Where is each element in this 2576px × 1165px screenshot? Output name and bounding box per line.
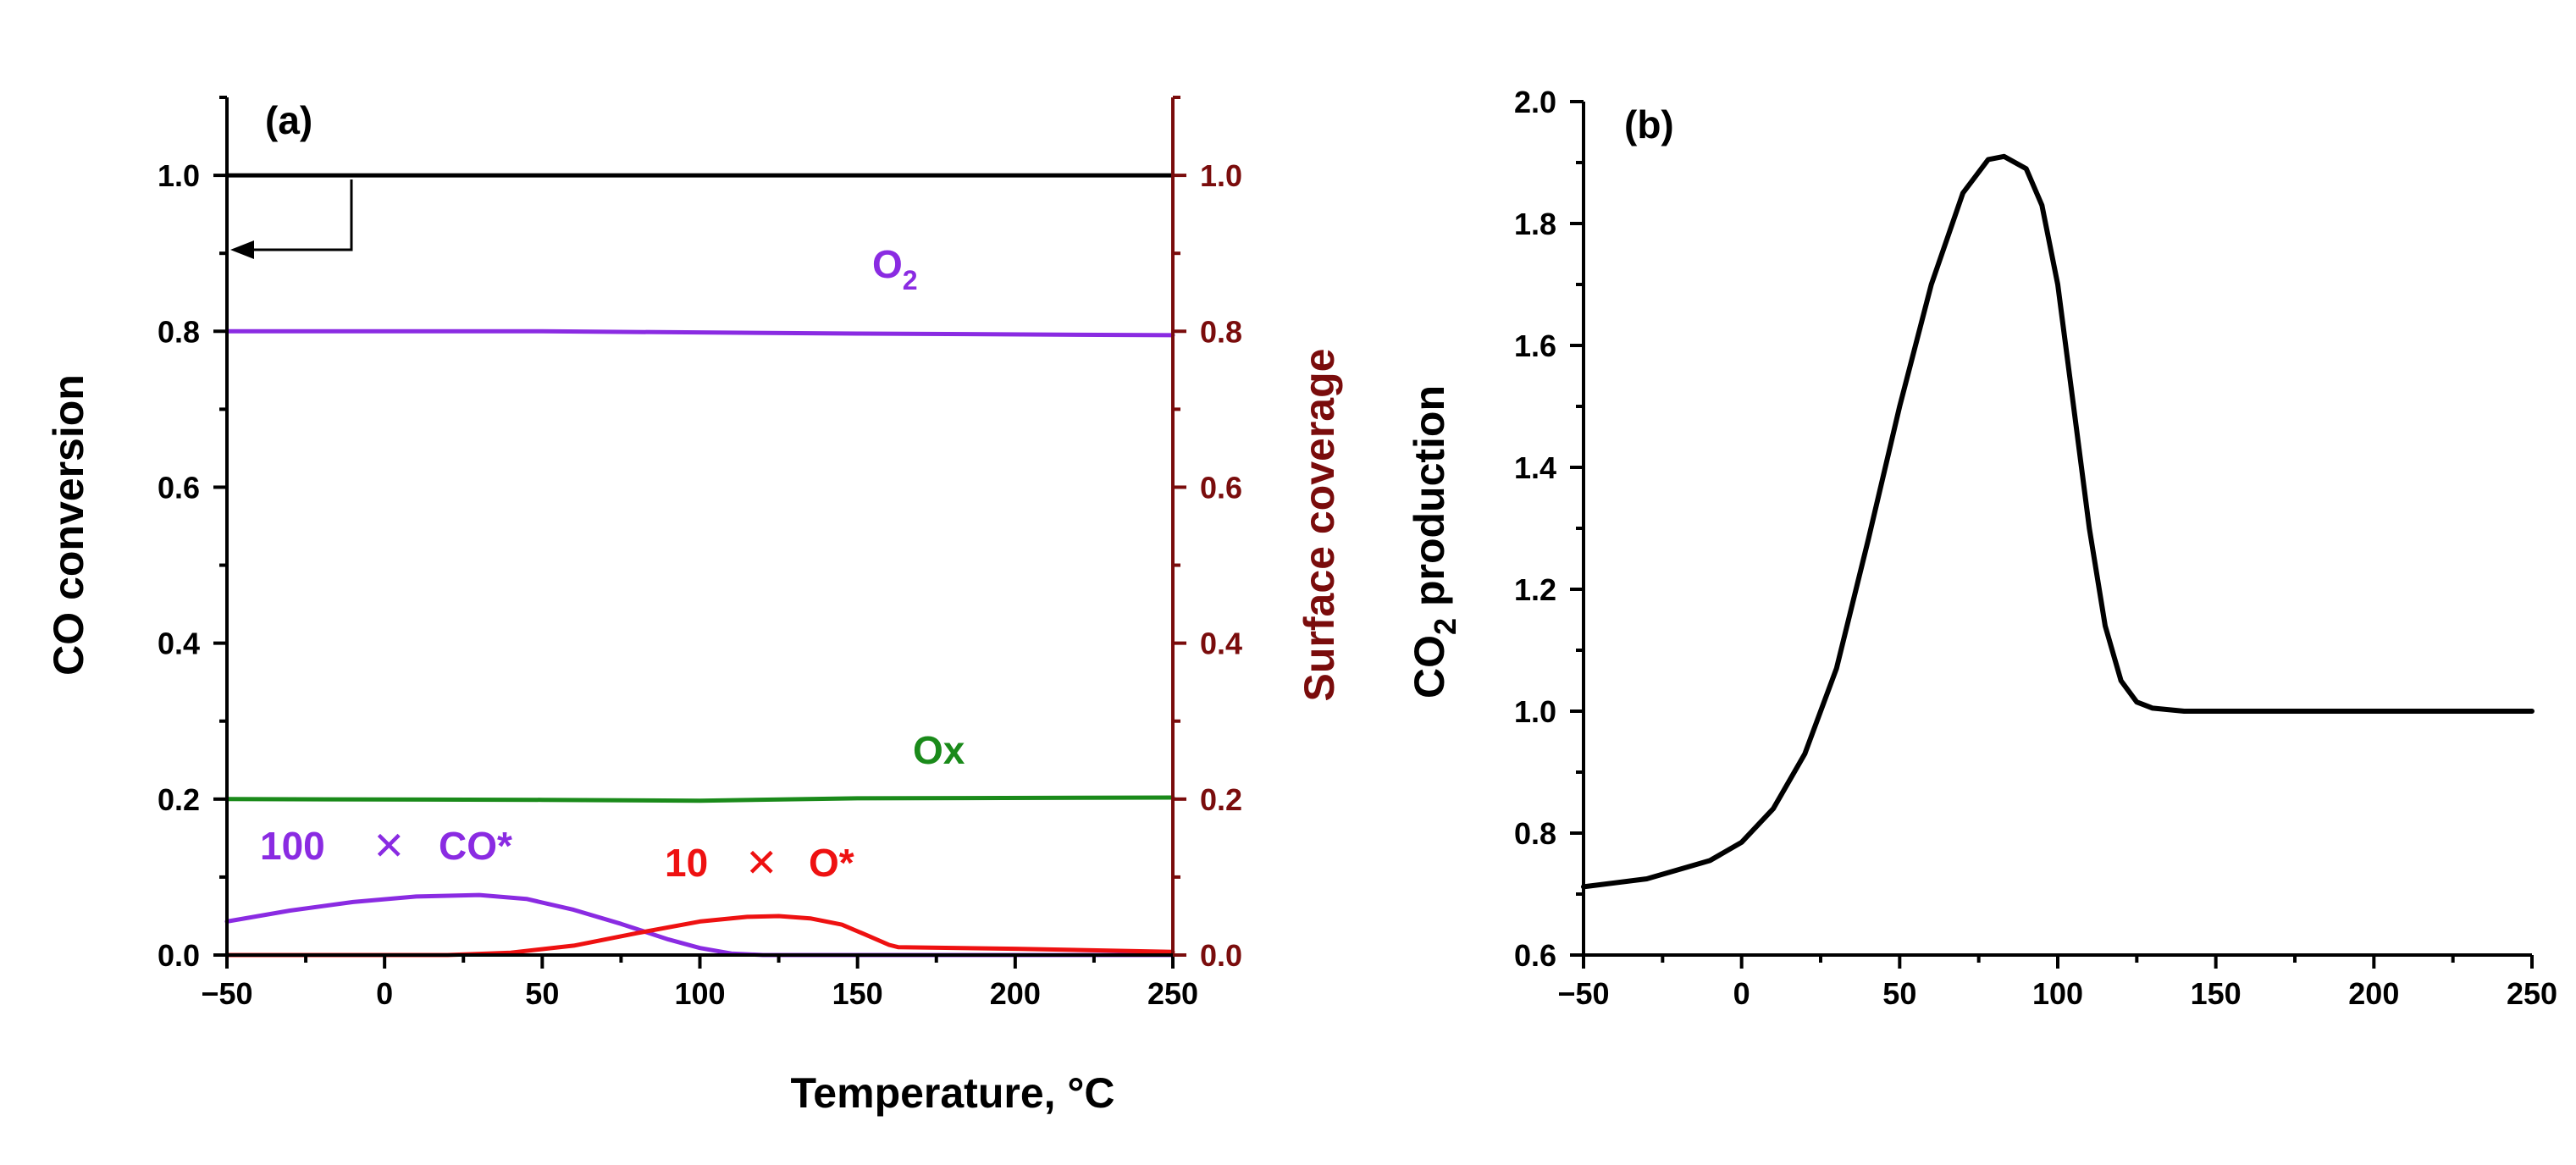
panel-b-y-tick-label: 1.2 [1514,572,1556,607]
panel-a-y-tick-label: 1.0 [158,158,200,193]
o2-label-main: O [872,242,903,286]
panel-a-y-tick-label: 0.2 [158,782,200,817]
panel-a-x-tick-label: 150 [832,976,883,1011]
panel-b-y-tick-label: 1.0 [1514,694,1556,729]
panel-a-series-line-2 [224,795,1175,803]
panel-b-y-tick-label: 1.6 [1514,329,1556,363]
panel-a-y-tick-label: 0.0 [158,938,200,973]
panel-a-x-tick-label: 200 [990,976,1041,1011]
panel-b-y-title-main: CO [1406,635,1453,698]
panel-b-y-title: CO2 production [1406,385,1462,698]
panel-b-x-tick-label: 100 [2032,976,2083,1011]
shared-x-title: Temperature, °C [790,1069,1114,1117]
panel-a-x-tick-label: 100 [674,976,725,1011]
panel-b-y-tick-label: 0.8 [1514,816,1556,851]
panel-a-x-tick-label: 50 [525,976,559,1011]
panel-a-label: (a) [265,98,312,142]
panel-a-series-line-4 [224,914,1175,958]
panel-b-y-tick-label: 2.0 [1514,85,1556,119]
panel-a-y2-tick-label: 0.4 [1200,627,1242,661]
panel-b-y-tick-label: 0.6 [1514,938,1556,973]
panel-a-series-line-1 [224,329,1175,338]
panel-b: −50 0 50 100 150 200 250 0.6 0.8 1.0 1.2 1.4 1.6 1.8 2… [1406,85,2557,1011]
panel-a-y2-tick-label: 0.8 [1200,314,1242,349]
panel-b-x-tick-label: 50 [1882,976,1916,1011]
o-star-label-number: 10 [665,841,708,885]
panel-b-series-line-0 [1581,153,2535,890]
o2-label: O2 [872,242,918,295]
panel-b-y-tick-label: 1.4 [1514,450,1556,485]
co-star-multiply-icon: ✕ [373,824,406,868]
panel-b-ticks: −50 0 50 100 150 200 250 0.6 0.8 1.0 1.2 1.4 1.6 1.8 2… [1514,85,2557,1011]
co-star-label-name: CO* [439,824,512,868]
o-star-label-name: O* [809,841,854,885]
panel-a-y2-title: Surface coverage [1296,349,1343,702]
panel-b-x-tick-label: −50 [1557,976,1609,1011]
panel-a-x-tick-label: 250 [1147,976,1198,1011]
panel-a-ticks: −50 0 50 100 150 200 2500.00.20.40.60.81.00.00… [158,96,1242,1011]
ox-label: Ox [913,728,965,772]
conversion-arrow-head [230,240,254,259]
panel-b-y-tick-label: 1.8 [1514,207,1556,241]
o2-label-sub: 2 [903,265,918,295]
panel-b-y-title-rest: production [1406,385,1453,618]
panel-a-y2-tick-label: 0.0 [1200,938,1242,973]
panel-a-x-tick-label: −50 [201,976,252,1011]
panel-b-x-tick-label: 150 [2191,976,2242,1011]
o-star-multiply-icon: ✕ [745,841,778,885]
panel-b-series [1581,153,2535,890]
panel-a-y2-tick-label: 1.0 [1200,158,1242,193]
panel-a-y-tick-label: 0.4 [158,627,200,661]
panel-a-series-line-3 [224,892,1175,958]
co-star-label-number: 100 [260,824,325,868]
panel-a-y2-tick-label: 0.6 [1200,470,1242,505]
conversion-arrow-shaft [247,179,353,251]
panel-b-y-title-sub: 2 [1428,618,1462,635]
panel-b-x-tick-label: 200 [2348,976,2399,1011]
panel-a-y-tick-label: 0.6 [158,470,200,505]
panel-b-x-tick-label: 250 [2507,976,2557,1011]
panel-b-label: (b) [1624,102,1674,146]
panel-b-x-tick-label: 0 [1733,976,1750,1011]
panel-a: −50 0 50 100 150 200 2500.00.20.40.60.81.00.00… [45,96,1343,1011]
panel-a-y-title: CO conversion [45,374,92,676]
panel-a-x-tick-label: 0 [376,976,393,1011]
panel-a-series [224,173,1175,958]
panel-a-y2-tick-label: 0.2 [1200,782,1242,817]
panel-a-y-tick-label: 0.8 [158,314,200,349]
